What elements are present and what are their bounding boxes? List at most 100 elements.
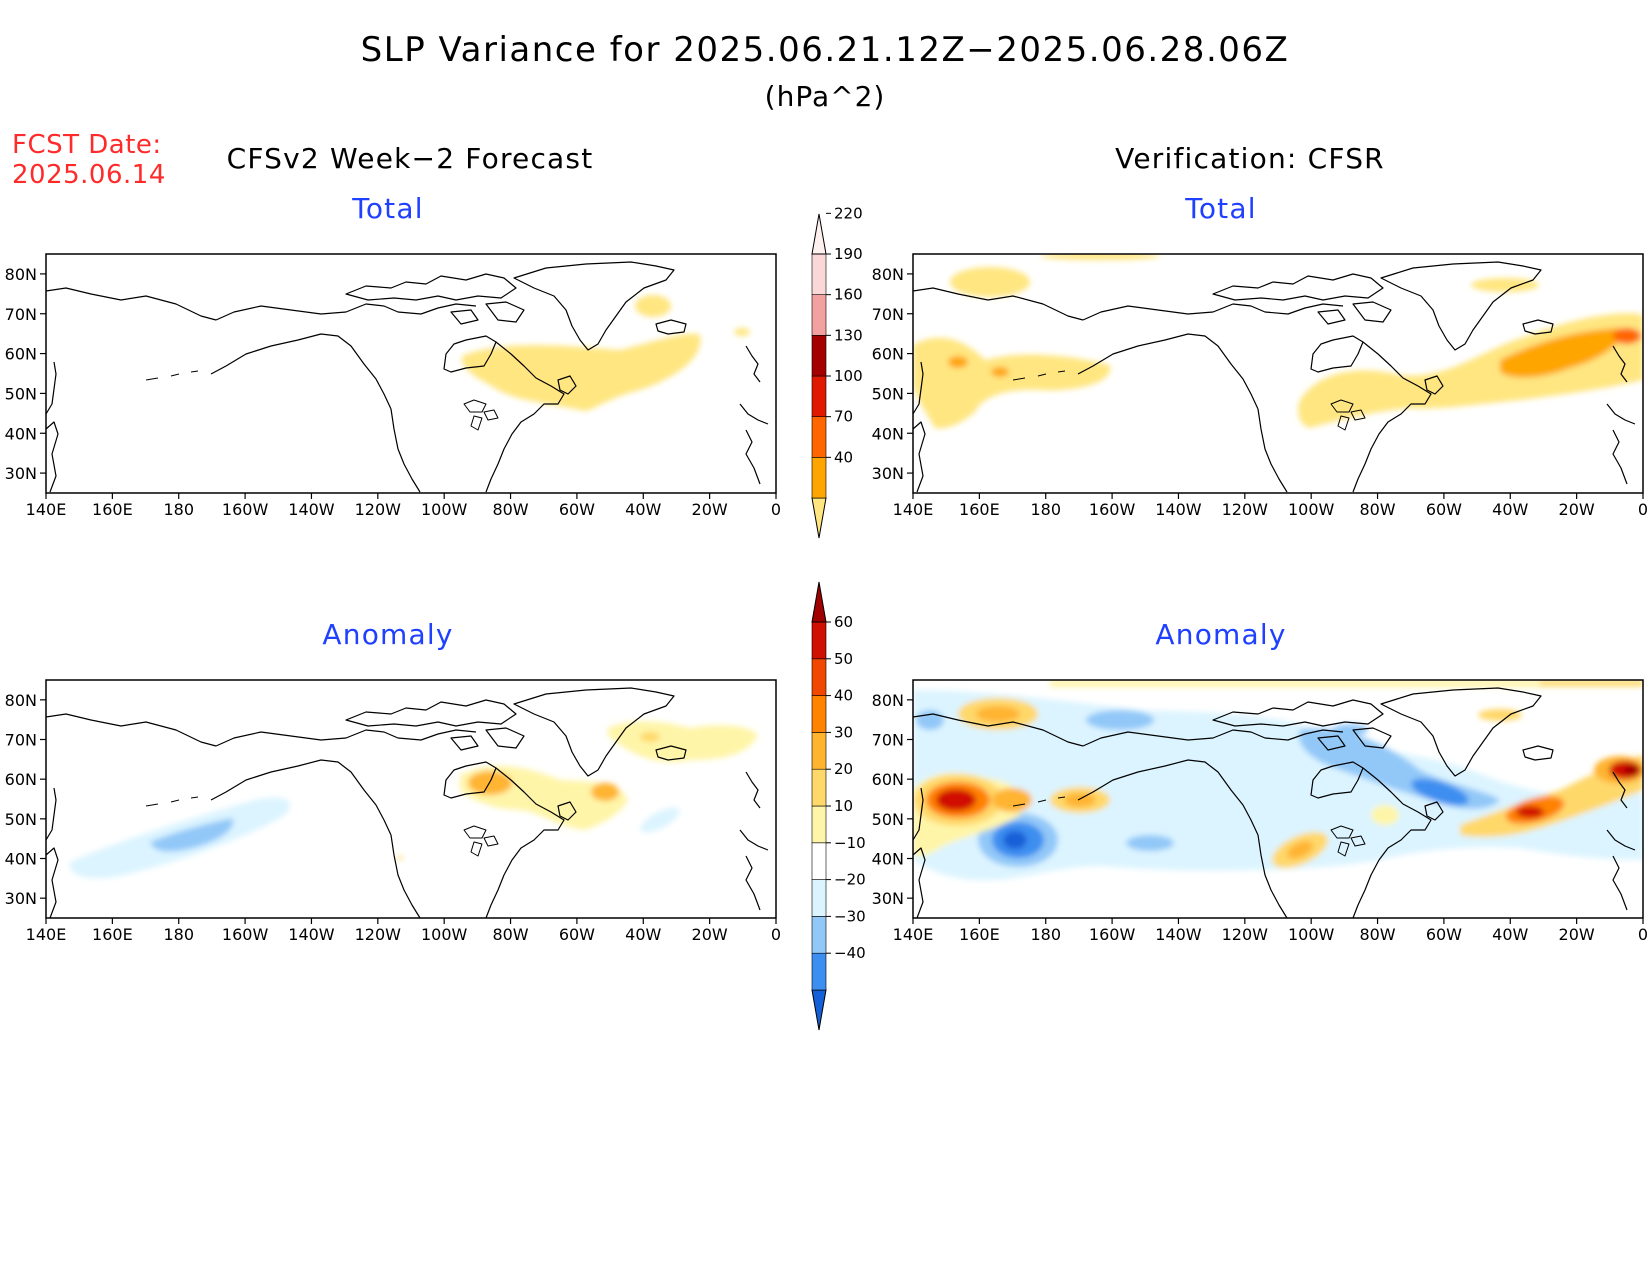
colorbar-label: 130	[834, 326, 863, 344]
figure-title: SLP Variance for 2025.06.21.12Z−2025.06.…	[360, 30, 1290, 70]
lon-tick-label: 140E	[893, 500, 934, 519]
lon-tick-label: 60W	[1426, 925, 1462, 944]
colorbar-label: 190	[834, 245, 863, 263]
forecast-total-map	[45, 253, 777, 494]
fcst-date-value: 2025.06.14	[12, 160, 166, 190]
verification-total-map	[912, 253, 1644, 494]
colorbar-label: 220	[834, 204, 863, 222]
colorbar-box	[811, 732, 827, 770]
colorbar-box	[811, 621, 827, 660]
fcst-date-label: FCST Date:	[12, 130, 162, 160]
lon-tick-label: 20W	[1559, 925, 1595, 944]
lon-tick-label: 60W	[559, 500, 595, 519]
colorbar-label: −30	[834, 907, 866, 925]
verification-anomaly-map	[912, 679, 1644, 919]
lat-tick-label: 40N	[872, 850, 904, 869]
lon-tick-label: 160E	[92, 500, 133, 519]
lon-tick-label: 160E	[959, 500, 1000, 519]
colorbar-lower-triangle	[811, 497, 827, 539]
lon-tick-label: 20W	[692, 925, 728, 944]
lon-tick-label: 180	[163, 500, 194, 519]
lat-tick-label: 60N	[872, 770, 904, 789]
lon-tick-label: 0	[771, 500, 781, 519]
lat-tick-label: 30N	[872, 464, 904, 483]
colorbar-box	[811, 335, 827, 377]
lat-tick-label: 40N	[5, 850, 37, 869]
forecast-column-title: CFSv2 Week−2 Forecast	[226, 142, 594, 175]
verification-column-title: Verification: CFSR	[1115, 142, 1385, 175]
lon-tick-label: 40W	[1492, 925, 1528, 944]
colorbar-box	[811, 375, 827, 417]
lat-tick-label: 30N	[872, 889, 904, 908]
lon-tick-label: 0	[1638, 500, 1648, 519]
lon-tick-label: 140E	[26, 925, 67, 944]
lat-tick-label: 50N	[5, 810, 37, 829]
colorbar-label: 70	[834, 408, 853, 426]
lon-tick-label: 160W	[222, 925, 269, 944]
colorbar-label: 30	[834, 723, 853, 741]
colorbar-label: 100	[834, 367, 863, 385]
colorbar-label: 160	[834, 286, 863, 304]
colorbar-label: −40	[834, 944, 866, 962]
verification-total-title: Total	[1185, 192, 1257, 225]
lon-tick-label: 100W	[421, 925, 468, 944]
lon-tick-label: 80W	[492, 925, 528, 944]
verification-anomaly-title: Anomaly	[1155, 618, 1287, 651]
lat-tick-label: 60N	[5, 770, 37, 789]
colorbar-upper-triangle	[811, 213, 827, 255]
anomaly-colorbar: −40 −30 −20 −10 10 20 30 40 50 60	[811, 581, 866, 1031]
lat-tick-label: 40N	[872, 424, 904, 443]
colorbar-box	[811, 658, 827, 696]
lon-tick-label: 160W	[1089, 500, 1136, 519]
lat-tick-label: 60N	[872, 345, 904, 364]
colorbar-box	[811, 842, 827, 880]
lon-tick-label: 140E	[893, 925, 934, 944]
lat-tick-label: 70N	[872, 305, 904, 324]
lon-tick-label: 40W	[1492, 500, 1528, 519]
lon-tick-label: 60W	[559, 925, 595, 944]
colorbar-label: −10	[834, 834, 866, 852]
colorbar-label: 10	[834, 797, 853, 815]
colorbar-label: −20	[834, 871, 866, 889]
lat-tick-label: 70N	[5, 731, 37, 750]
lat-tick-label: 50N	[5, 384, 37, 403]
forecast-total-title: Total	[352, 192, 424, 225]
lat-tick-label: 30N	[5, 464, 37, 483]
lon-tick-label: 120W	[355, 925, 402, 944]
lon-tick-label: 120W	[1222, 500, 1269, 519]
map-axes: 140E 160E 180 160W 140W 120W 100W 80W 60W 40W 20W 0…	[5, 265, 1648, 944]
lon-tick-label: 160W	[222, 500, 269, 519]
lat-tick-label: 80N	[5, 691, 37, 710]
colorbar-label: 50	[834, 650, 853, 668]
colorbar-label: 60	[834, 613, 853, 631]
lon-tick-label: 140E	[26, 500, 67, 519]
lat-tick-label: 50N	[872, 384, 904, 403]
lon-tick-label: 0	[771, 925, 781, 944]
lat-tick-label: 70N	[872, 731, 904, 750]
lon-tick-label: 120W	[355, 500, 402, 519]
lat-tick-label: 50N	[872, 810, 904, 829]
colorbar-box	[811, 695, 827, 733]
lon-tick-label: 120W	[1222, 925, 1269, 944]
lon-tick-label: 80W	[492, 500, 528, 519]
lon-tick-label: 160E	[959, 925, 1000, 944]
forecast-anomaly-map	[45, 679, 777, 919]
lat-tick-label: 70N	[5, 305, 37, 324]
lat-tick-label: 60N	[5, 345, 37, 364]
lon-tick-label: 160E	[92, 925, 133, 944]
lon-tick-label: 80W	[1359, 500, 1395, 519]
lon-tick-label: 160W	[1089, 925, 1136, 944]
colorbar-box	[811, 294, 827, 336]
lon-tick-label: 140W	[1155, 500, 1202, 519]
colorbar-box	[811, 253, 827, 295]
lon-tick-label: 100W	[1288, 925, 1335, 944]
lon-tick-label: 180	[163, 925, 194, 944]
lon-tick-label: 100W	[1288, 500, 1335, 519]
colorbar-label: 40	[834, 448, 853, 466]
lon-tick-label: 180	[1030, 925, 1061, 944]
lon-tick-label: 180	[1030, 500, 1061, 519]
lat-tick-label: 80N	[872, 691, 904, 710]
lon-tick-label: 20W	[1559, 500, 1595, 519]
colorbar-lower-triangle	[811, 989, 827, 1031]
